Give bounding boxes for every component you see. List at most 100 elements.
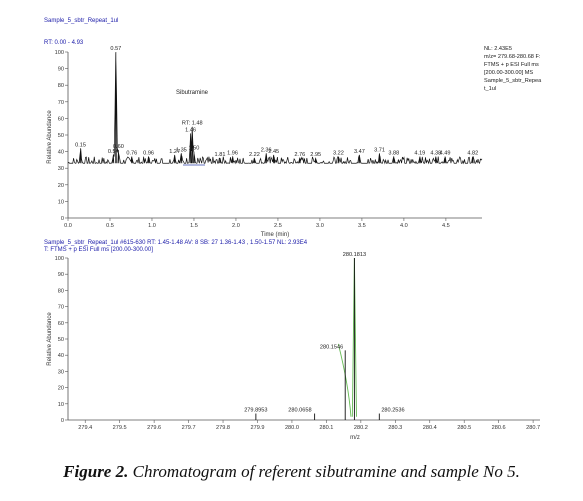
spectrum-y-tick-label: 50 <box>58 337 64 343</box>
spectrum-x-tick-label: 280.3 <box>388 425 402 431</box>
chromatogram-header: Sample_5_sbtr_Repeat_1ul RT: 0.00 - 4.93 <box>44 18 118 46</box>
spectrum-y-tick-label: 20 <box>58 386 64 392</box>
sibutramine-annotation: Sibutramine <box>176 90 209 96</box>
spectrum-y-tick-label: 0 <box>61 418 64 424</box>
chromatogram-info-line: FTMS + p ESI Full ms <box>484 62 539 68</box>
spectrum-x-tick-label: 279.8 <box>216 425 230 431</box>
figure-caption-text: Chromatogram of referent sibutramine and… <box>132 462 520 481</box>
chromatogram-y-tick-label: 50 <box>58 133 64 139</box>
spectrum-x-tick-label: 280.0 <box>285 425 299 431</box>
spectrum-y-label: Relative Abundance <box>47 312 53 366</box>
chromatogram-peak-label: 1.81 <box>215 152 226 158</box>
spectrum-x-tick-label: 279.7 <box>182 425 196 431</box>
spectrum-peak-label: 280.0658 <box>288 408 311 414</box>
chromatogram-peak-label: 0.57 <box>110 46 121 52</box>
chromatogram-peak-label: 4.19 <box>414 151 425 157</box>
chromatogram-y-tick-label: 60 <box>58 116 64 122</box>
chromatogram-y-tick-label: 20 <box>58 183 64 189</box>
spectrum-y-tick-label: 70 <box>58 305 64 311</box>
spectrum-filter: T: FTMS + p ESI Full ms [200.00-300.00] <box>44 247 153 253</box>
spectrum-x-tick-label: 279.6 <box>147 425 161 431</box>
spectrum-x-tick-label: 280.7 <box>526 425 540 431</box>
chromatogram-info-box: NL: 2.43E5 m/z= 279.68-280.68 F: FTMS + … <box>484 46 542 92</box>
chromatogram-peak-label: 0.76 <box>126 151 137 157</box>
spectrum-y-tick-label: 100 <box>55 256 64 262</box>
spectrum-x-tick-label: 280.5 <box>457 425 471 431</box>
chromatogram-y-label: Relative Abundance <box>47 110 53 164</box>
spectrum-x-tick-label: 279.9 <box>250 425 264 431</box>
spectrum-profile-fit <box>337 257 357 417</box>
chromatogram-peak-label: 0.60 <box>113 144 124 150</box>
chromatogram-rt-range: RT: 0.00 - 4.93 <box>44 40 84 46</box>
chromatogram-peak-label: 0.96 <box>143 151 154 157</box>
chromatogram-peak-labels: 0.15 0.54 0.57 0.600.76 0.96 1.271.35 1.46RT: … <box>75 46 478 158</box>
chromatogram-peak-label: 3.88 <box>388 151 399 157</box>
spectrum-y-tick-label: 60 <box>58 321 64 327</box>
spectrum-header: Sample_5_sbtr_Repeat_1ul #615-630 RT: 1.… <box>44 240 308 253</box>
spectrum-y-tick-label: 10 <box>58 402 64 408</box>
spectrum-peaks <box>255 258 380 420</box>
chromatogram-peak-label: 2.22 <box>249 152 260 158</box>
spectrum-peak-label: 280.2536 <box>381 408 404 414</box>
chromatogram-peak-label: 3.71 <box>374 147 385 153</box>
chromatogram-peak-label: 2.45 <box>268 149 279 155</box>
chromatogram-peak-label: 2.36 <box>261 147 272 153</box>
chromatogram-y-tick-label: 100 <box>55 50 64 56</box>
chromatogram-x-tick-label: 4.0 <box>400 223 408 229</box>
spectrum-y-tick-label: 40 <box>58 353 64 359</box>
chromatogram-x-tick-label: 4.5 <box>442 223 450 229</box>
chromatogram-sample-name: Sample_5_sbtr_Repeat_1ul <box>44 18 118 24</box>
chromatogram-x-tick-label: 1.5 <box>190 223 198 229</box>
chromatogram-x-tick-label: 3.5 <box>358 223 366 229</box>
chromatogram-peak-label: 4.38 <box>430 151 441 157</box>
chromatogram-peak-label: 4.82 <box>467 151 478 157</box>
chromatogram-y-ticks: 0 10 20 30 40 50 60 70 80 90 100 <box>55 50 68 222</box>
chromatogram-peak-label: RT: 1.48 <box>182 121 203 127</box>
chromatogram-plot: 0 10 20 30 40 50 60 70 80 90 100 0.0 0.5 1.0 1.5 2.0 2.… <box>47 46 483 238</box>
spectrum-y-tick-label: 90 <box>58 272 64 278</box>
chromatogram-info-line: Sample_5_sbtr_Repea <box>484 78 542 84</box>
spectrum-x-tick-label: 280.4 <box>423 425 437 431</box>
chromatogram-x-label: Time (min) <box>261 232 289 238</box>
chromatogram-x-tick-label: 2.5 <box>274 223 282 229</box>
spectrum-y-tick-label: 30 <box>58 369 64 375</box>
spectrum-x-tick-label: 280.2 <box>354 425 368 431</box>
spectrum-x-tick-label: 279.5 <box>113 425 127 431</box>
chromatogram-peak-label: 3.47 <box>354 149 365 155</box>
chromatogram-info-line: t_1ul <box>484 86 496 92</box>
chromatogram-x-tick-label: 0.0 <box>64 223 72 229</box>
chromatogram-y-tick-label: 70 <box>58 100 64 106</box>
chromatogram-peak-label: 1.27 <box>169 149 180 155</box>
chromatogram-x-tick-label: 3.0 <box>316 223 324 229</box>
spectrum-x-ticks: 279.4 279.5 279.6 279.7 279.8 279.9 280.0 280.1… <box>78 420 540 431</box>
chromatogram-peak-label: 0.54 <box>108 149 119 155</box>
spectrum-scan-info: Sample_5_sbtr_Repeat_1ul #615-630 RT: 1.… <box>44 240 308 246</box>
spectrum-y-tick-label: 80 <box>58 288 64 294</box>
chromatogram-x-ticks: 0.0 0.5 1.0 1.5 2.0 2.5 3.0 3.5 4.0 4.5 <box>64 218 450 229</box>
spectrum-y-ticks: 0 10 20 30 40 50 60 70 80 90 100 <box>55 256 68 424</box>
chromatogram-x-tick-label: 2.0 <box>232 223 240 229</box>
figure-caption: Figure 2. Chromatogram of referent sibut… <box>0 462 583 482</box>
spectrum-x-tick-label: 280.6 <box>492 425 506 431</box>
chromatogram-peak-label: 1.50 <box>189 146 200 152</box>
chromatogram-peak-label: 0.15 <box>75 142 86 148</box>
chromatogram-peak-label: 3.22 <box>333 151 344 157</box>
spectrum-peak-label: 280.1546 <box>320 344 343 350</box>
chromatogram-peak-label: 4.49 <box>440 151 451 157</box>
figure-caption-label: Figure 2. <box>63 462 129 481</box>
chromatogram-peak-label: 1.46 <box>185 127 196 133</box>
chromatogram-y-tick-label: 90 <box>58 67 64 73</box>
spectrum-peak-label: 279.8953 <box>244 408 267 414</box>
chromatogram-y-tick-label: 10 <box>58 199 64 205</box>
chromatogram-x-tick-label: 0.5 <box>106 223 114 229</box>
chromatogram-peak-label: 1.96 <box>227 151 238 157</box>
spectrum-peak-labels: 279.8953 280.0658 280.1546 280.1813 280.2536 <box>244 252 404 414</box>
spectrum-x-tick-label: 279.4 <box>78 425 92 431</box>
spectrum-peak-label: 280.1813 <box>343 252 366 258</box>
chromatogram-peak-label: 1.35 <box>176 147 187 153</box>
chromatogram-peak-label: 2.76 <box>294 152 305 158</box>
chromatogram-info-line: [200.00-300.00] MS <box>484 70 533 76</box>
spectrum-x-tick-label: 280.1 <box>319 425 333 431</box>
